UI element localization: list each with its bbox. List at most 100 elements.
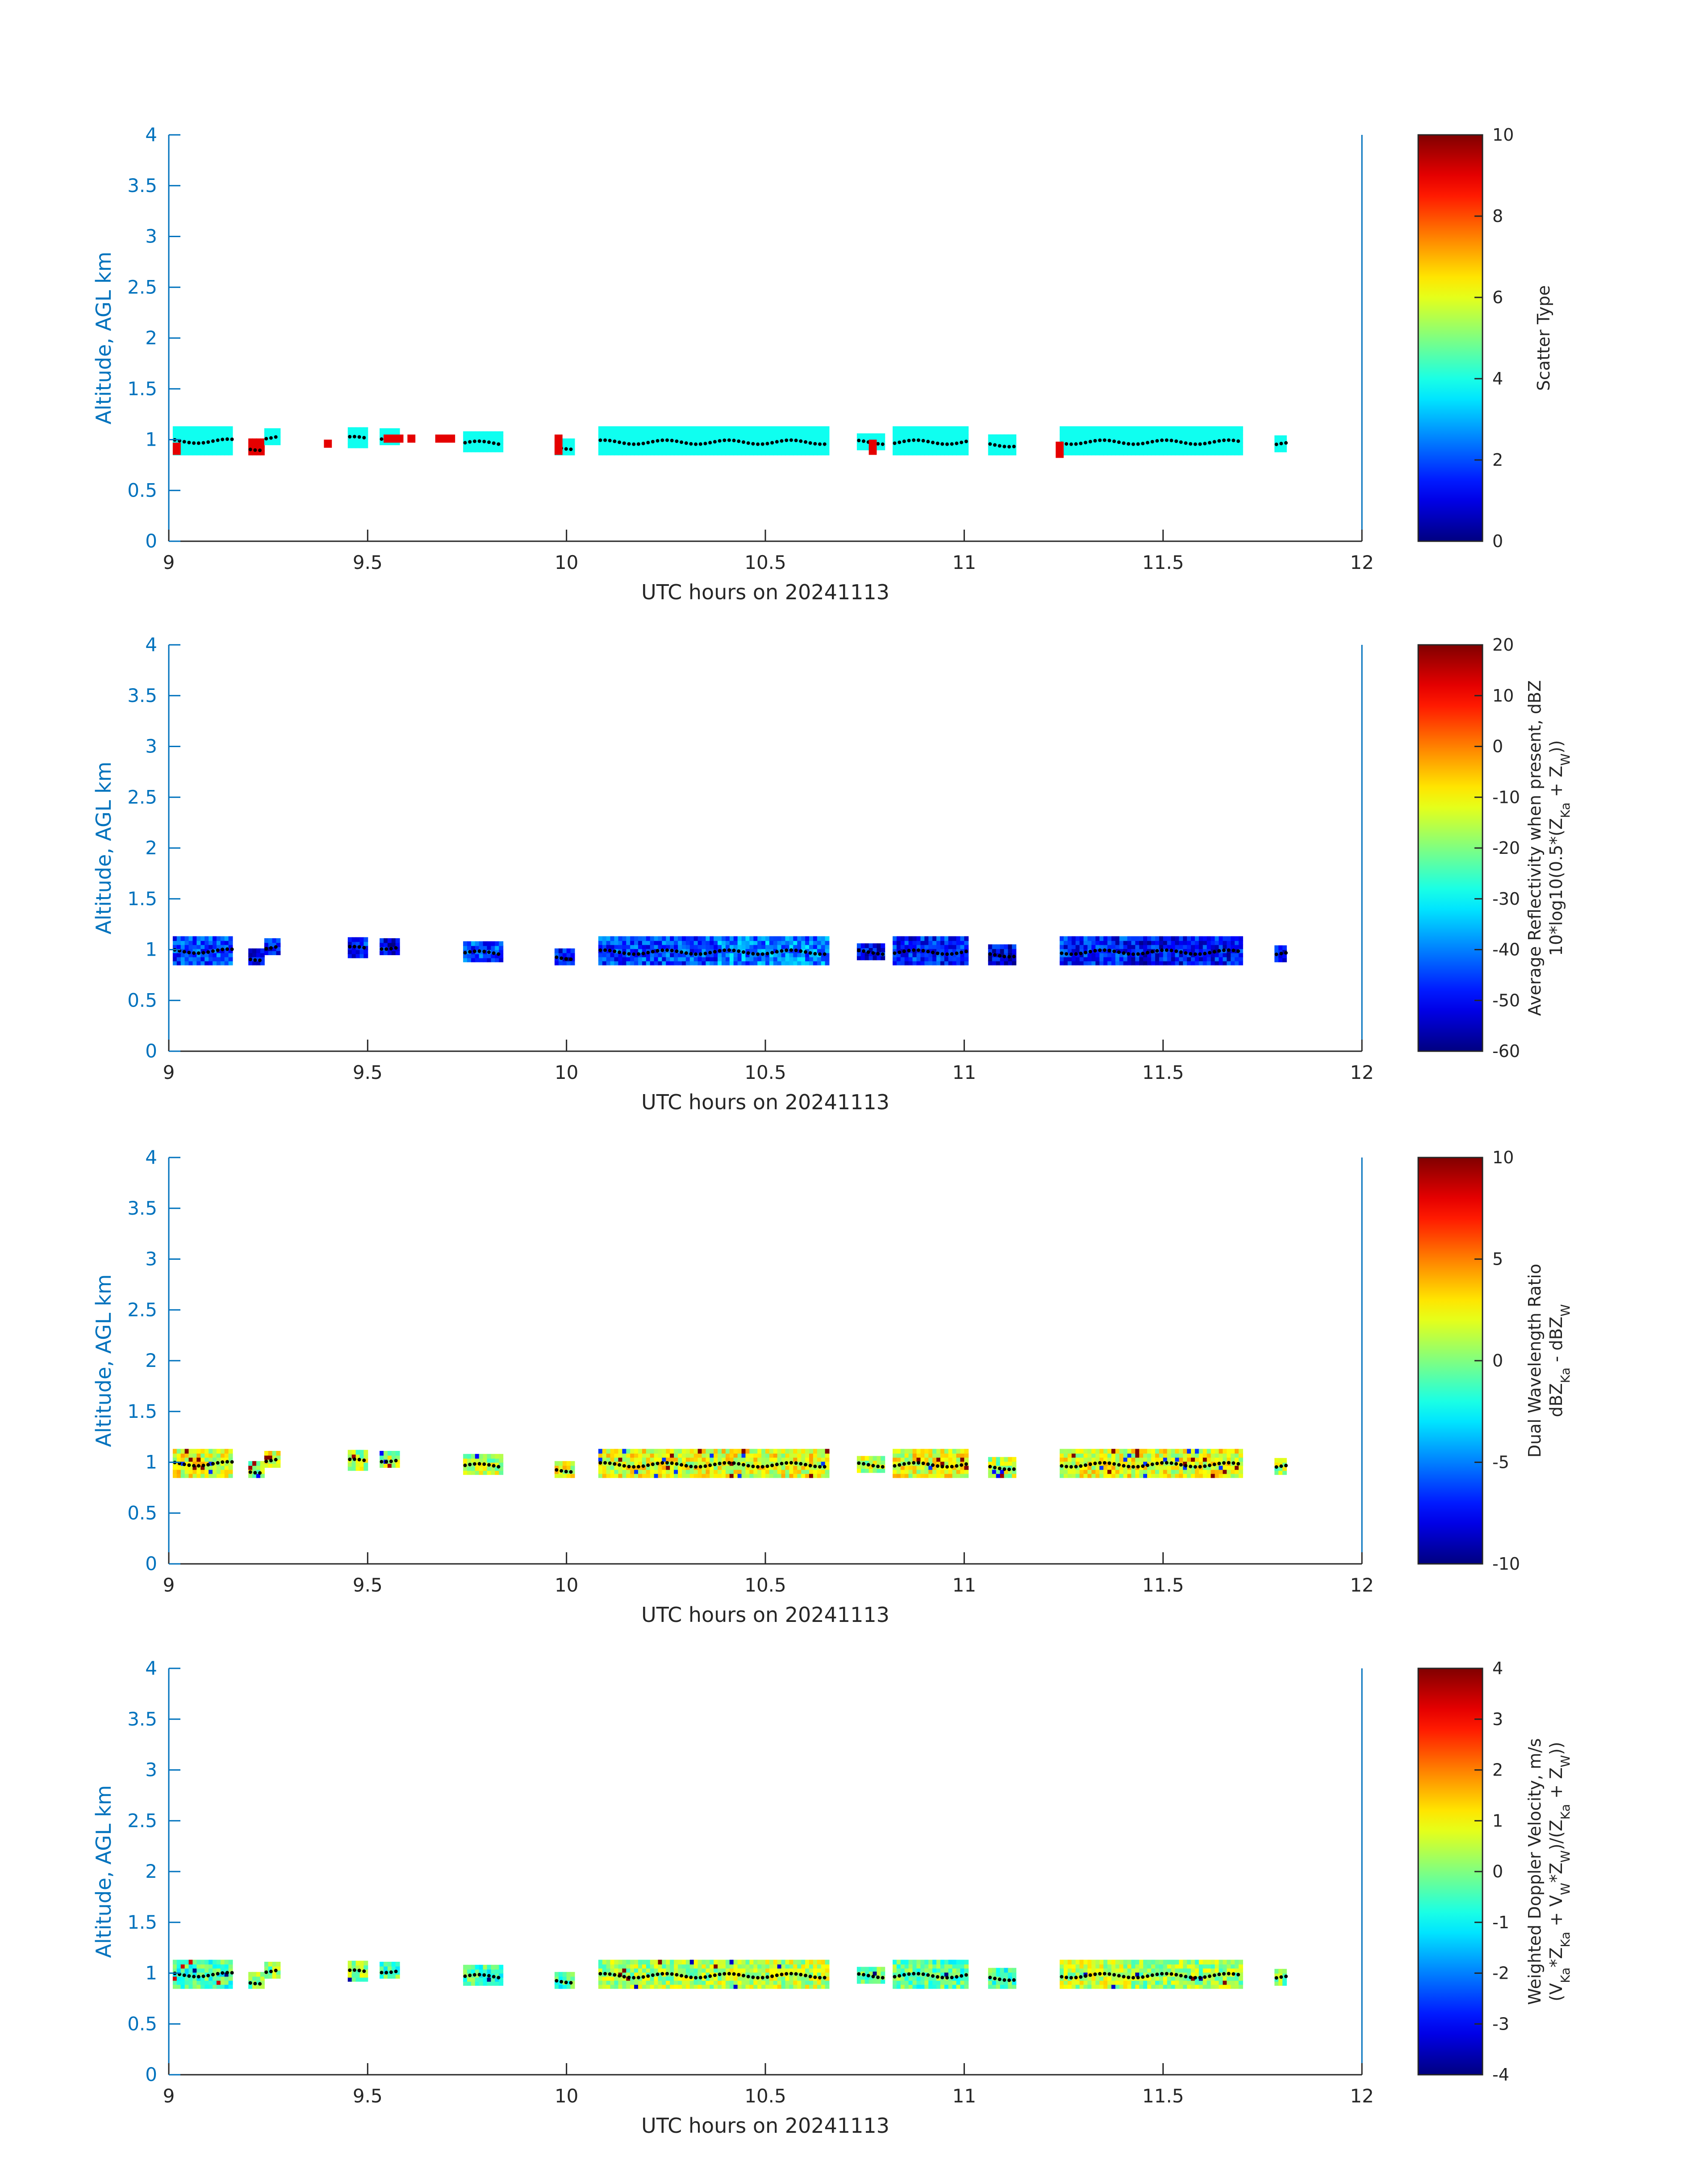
data-cell: [729, 944, 734, 949]
data-cell: [1139, 447, 1144, 451]
trace-dot: [1093, 1462, 1097, 1465]
data-cell: [483, 447, 488, 452]
data-cell: [801, 1968, 806, 1973]
data-cell: [781, 1980, 786, 1985]
data-cell: [1227, 430, 1232, 435]
data-cell: [817, 1453, 822, 1458]
trace-dot: [1279, 442, 1283, 446]
data-cell: [1282, 953, 1287, 958]
data-cell: [1067, 1457, 1072, 1462]
data-cell: [936, 1449, 941, 1454]
data-cell: [912, 1469, 917, 1474]
data-cell: [1139, 944, 1144, 949]
data-cell: [702, 1984, 706, 1989]
data-cell: [992, 1469, 997, 1474]
trace-dot: [955, 441, 959, 445]
data-cell: [733, 1473, 738, 1478]
data-cell: [805, 438, 810, 443]
data-cell: [916, 434, 921, 439]
data-cell: [224, 1453, 229, 1458]
data-cell: [956, 1465, 961, 1470]
data-cell: [347, 1977, 352, 1982]
data-cell: [693, 430, 698, 435]
data-cell: [682, 961, 686, 965]
data-cell: [380, 1966, 384, 1971]
trace-dot: [907, 949, 911, 953]
data-cell: [479, 1466, 484, 1471]
data-cell: [1211, 936, 1215, 941]
trace-dot: [1212, 950, 1216, 954]
data-cell: [463, 945, 468, 950]
trace-dot: [1227, 1461, 1231, 1465]
data-cell: [1159, 944, 1164, 949]
data-cell: [216, 1984, 221, 1989]
data-cell: [1199, 957, 1203, 961]
data-cell: [722, 447, 726, 451]
data-cell: [737, 451, 742, 455]
data-cell: [618, 1473, 623, 1478]
data-cell: [1194, 430, 1199, 435]
data-cell: [749, 1469, 754, 1474]
data-cell: [777, 1984, 782, 1989]
data-cell: [1083, 1449, 1088, 1454]
data-cell: [1107, 952, 1112, 957]
data-cell: [757, 1984, 762, 1989]
data-cell: [205, 426, 209, 431]
trace-dot: [1284, 951, 1288, 955]
trace-dot: [1274, 953, 1278, 957]
trace-dot: [196, 441, 200, 445]
data-cell: [670, 1980, 675, 1985]
data-cell: [1067, 936, 1072, 941]
data-cell: [900, 434, 905, 439]
trace-dot: [555, 955, 559, 959]
data-cell: [209, 426, 213, 431]
data-cell: [200, 1465, 205, 1470]
data-cell: [598, 1449, 603, 1454]
data-cell: [944, 1473, 949, 1478]
data-cell: [614, 1972, 619, 1977]
data-cell: [1187, 430, 1191, 435]
data-cell: [209, 451, 213, 455]
data-cell: [213, 936, 217, 941]
data-cell: [900, 957, 905, 961]
data-cell: [666, 940, 671, 945]
data-cell: [622, 447, 627, 451]
data-cell: [761, 940, 766, 945]
data-cell: [180, 1980, 185, 1985]
data-cell: [220, 957, 225, 961]
data-cell: [1199, 447, 1203, 451]
trace-dot: [357, 1968, 361, 1972]
trace-dot: [384, 1460, 388, 1464]
trace-dot: [675, 949, 679, 953]
data-cell: [988, 447, 993, 451]
data-cell: [1000, 442, 1005, 447]
data-cell: [1194, 442, 1199, 447]
data-cell: [693, 1461, 698, 1466]
data-cell: [769, 1461, 774, 1466]
data-cell: [1012, 438, 1017, 443]
data-cell: [1087, 442, 1092, 447]
data-cell: [1194, 1469, 1199, 1474]
data-cell: [1203, 1469, 1207, 1474]
data-cell: [825, 1449, 830, 1454]
data-cell: [745, 451, 750, 455]
data-cell: [714, 1465, 718, 1470]
data-cell: [630, 1968, 635, 1973]
trace-dot: [1203, 442, 1207, 446]
data-cell: [224, 442, 229, 447]
data-cell: [769, 438, 774, 443]
data-cell: [749, 1449, 754, 1454]
data-cell: [765, 1984, 770, 1989]
data-cell: [765, 451, 770, 455]
data-cell: [272, 946, 277, 951]
trace-dot: [357, 1458, 361, 1462]
data-cell: [1135, 438, 1140, 443]
data-cell: [1231, 944, 1235, 949]
data-cell: [471, 1470, 476, 1475]
trace-dot: [1198, 1465, 1202, 1469]
data-cell: [1211, 1469, 1215, 1474]
data-cell: [964, 451, 969, 455]
data-cell: [912, 1457, 917, 1462]
data-cell: [499, 953, 504, 958]
data-cell: [1111, 1465, 1116, 1470]
